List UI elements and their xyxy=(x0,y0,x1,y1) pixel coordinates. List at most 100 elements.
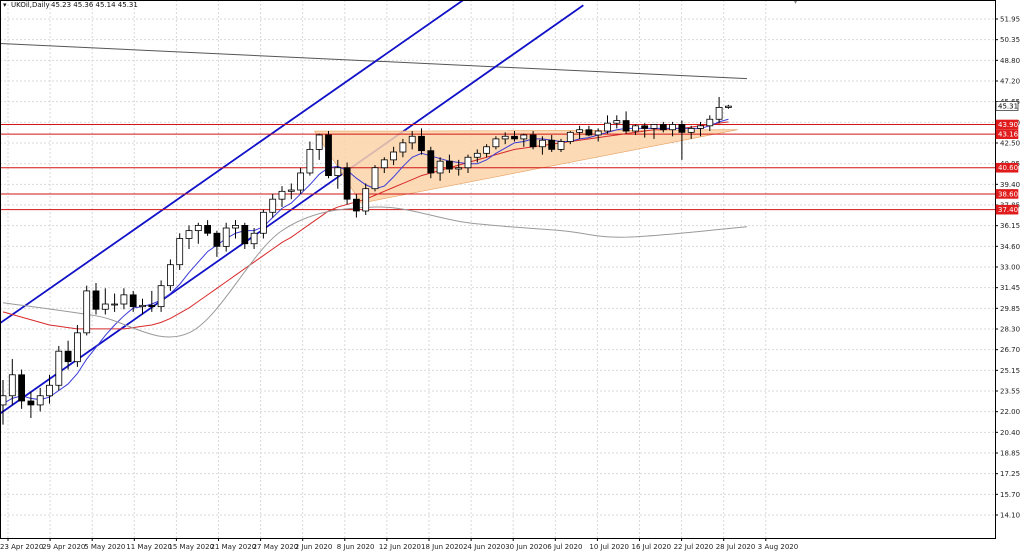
level-price-label: 43.16 xyxy=(998,131,1019,139)
y-tick-label: 29.85 xyxy=(1000,305,1020,313)
x-tick-label: 3 Aug 2020 xyxy=(758,543,798,551)
candle-bull xyxy=(483,146,491,154)
x-tick-label: 8 Jun 2020 xyxy=(337,543,375,551)
plot-border xyxy=(0,0,996,539)
price-tags: 45.31 43.90 43.16 40.60 38.60 37.40 xyxy=(995,101,1019,215)
x-tick-label: 6 Jul 2020 xyxy=(547,543,582,551)
candle-bull xyxy=(669,124,676,131)
candle-bull xyxy=(0,395,7,406)
candle-bull xyxy=(185,230,193,239)
level-price-tag xyxy=(995,189,1019,199)
y-tick-label: 39.40 xyxy=(1000,181,1020,189)
candle-bear xyxy=(204,224,212,234)
y-tick-label: 25.15 xyxy=(1000,367,1020,375)
candle-bull xyxy=(408,135,416,144)
channel-line[interactable] xyxy=(0,4,584,418)
trend-line[interactable] xyxy=(0,43,748,80)
candle-bull xyxy=(390,151,398,161)
candle-bear xyxy=(92,290,100,310)
candle-bear xyxy=(511,135,518,140)
level-price-tag xyxy=(995,204,1019,215)
candle-bull xyxy=(55,350,63,386)
candle-bull xyxy=(83,290,91,334)
trend-lines[interactable] xyxy=(0,0,748,418)
candle-bull xyxy=(176,238,184,266)
ma-long-line xyxy=(2,206,748,338)
candle-bull xyxy=(613,120,621,124)
candle-bear xyxy=(27,400,35,406)
candle-bear xyxy=(241,224,249,245)
candle-bull xyxy=(315,134,323,150)
chart-menu-icon[interactable]: ▾ xyxy=(3,1,7,9)
candle-bull xyxy=(399,142,407,153)
x-tick-label: 18 Jun 2020 xyxy=(421,543,463,551)
candle-bull xyxy=(687,128,695,133)
candle-bull xyxy=(101,303,109,310)
candle-bear xyxy=(352,198,360,212)
candle-bull xyxy=(436,160,444,174)
level-price-tag xyxy=(995,129,1019,139)
current-price-label: 45.31 xyxy=(998,103,1018,111)
y-tick-label: 18.85 xyxy=(1000,450,1020,458)
candle-bull xyxy=(8,374,16,397)
support-resistance-levels[interactable] xyxy=(0,123,995,211)
candle-bull xyxy=(455,167,463,170)
candle-bull xyxy=(725,105,732,108)
candle-bull xyxy=(566,131,574,142)
x-tick-label: 30 Jun 2020 xyxy=(505,543,547,551)
candle-bull xyxy=(539,139,546,148)
candle-bull xyxy=(74,332,81,363)
x-tick-label: 16 Jul 2020 xyxy=(632,543,672,551)
candle-bull xyxy=(306,148,314,174)
candle-bull xyxy=(46,384,53,397)
level-price-tag xyxy=(995,119,1019,130)
channel-line[interactable] xyxy=(0,0,465,328)
y-tick-label: 31.45 xyxy=(1000,284,1020,292)
x-tick-label: 2 Jun 2020 xyxy=(295,543,333,551)
candle-bear xyxy=(678,124,686,133)
candle-bear xyxy=(18,374,26,402)
candle-bear xyxy=(418,135,425,152)
candle-bull xyxy=(473,152,481,158)
candle-bull xyxy=(697,125,704,129)
candle-bull xyxy=(139,304,146,308)
candle-bear xyxy=(325,134,332,176)
candle-bull xyxy=(715,107,723,120)
candle-bull xyxy=(706,118,714,127)
candle-bear xyxy=(148,304,156,308)
current-price-tag xyxy=(995,101,1019,111)
candle-bear xyxy=(659,124,667,131)
candle-bull xyxy=(287,189,295,192)
y-tick-label: 20.40 xyxy=(1000,429,1020,437)
x-tick-label: 21 May 2020 xyxy=(211,543,257,551)
y-tick-label: 28.30 xyxy=(1000,326,1020,334)
level-price-tag xyxy=(995,162,1019,173)
grid-lines xyxy=(0,0,995,538)
candle-bear xyxy=(213,232,221,247)
x-tick-label: 27 May 2020 xyxy=(253,543,299,551)
candle-bull xyxy=(557,141,565,150)
candle-bear xyxy=(64,350,72,363)
y-tick-label: 22.00 xyxy=(1000,408,1020,416)
candle-bear xyxy=(585,129,593,136)
y-tick-label: 48.80 xyxy=(1000,57,1020,65)
candle-bear xyxy=(343,167,351,200)
y-tick-label: 14.10 xyxy=(1000,512,1020,520)
y-tick-label: 34.60 xyxy=(1000,243,1020,251)
candle-bull xyxy=(362,188,370,212)
candle-bear xyxy=(445,160,453,170)
candle-bull xyxy=(194,224,202,232)
candle-bull xyxy=(111,303,118,306)
x-tick-label: 11 May 2020 xyxy=(126,543,172,551)
y-tick-label: 33.00 xyxy=(1000,264,1020,272)
y-tick-label: 17.25 xyxy=(1000,470,1020,478)
scroll-marker-icon[interactable]: ▾ xyxy=(794,0,797,6)
candle-bear xyxy=(641,125,649,129)
y-tick-label: 51.95 xyxy=(1000,16,1020,24)
level-price-label: 37.40 xyxy=(998,206,1018,214)
candle-bull xyxy=(166,264,174,287)
candle-bull xyxy=(520,134,528,140)
x-tick-label: 24 Jun 2020 xyxy=(463,543,505,551)
